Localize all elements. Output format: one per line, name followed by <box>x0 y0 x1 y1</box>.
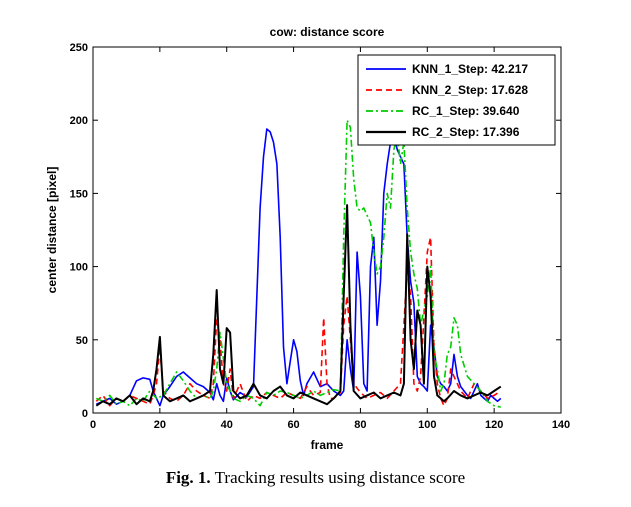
x-tick-label: 140 <box>552 419 570 431</box>
caption-text: Tracking results using distance score <box>210 468 466 487</box>
x-tick-label: 100 <box>418 419 436 431</box>
x-tick-label: 120 <box>485 419 503 431</box>
line-chart: cow: distance score 0 20 40 60 80 100 120 140 0 5… <box>45 25 571 452</box>
series-layer <box>95 119 502 408</box>
x-axis-label: frame <box>311 438 344 452</box>
series-line-2 <box>95 236 502 407</box>
caption-label: Fig. 1. <box>165 468 211 487</box>
legend-label-1: KNN_1_Step: 42.217 <box>412 62 528 76</box>
x-tick-label: 40 <box>221 419 233 431</box>
x-tick-label: 60 <box>287 419 299 431</box>
y-tick-label: 200 <box>70 115 88 127</box>
legend-label-2: KNN_2_Step: 17.628 <box>412 83 528 97</box>
y-tick-label: 0 <box>82 408 88 420</box>
series-line-1 <box>95 128 502 407</box>
axes-layer: 0 20 40 60 80 100 120 140 0 50 100 150 200 250 <box>70 42 571 431</box>
series-line-3 <box>95 119 501 408</box>
x-tick-label: 0 <box>90 419 96 431</box>
series-line-4 <box>95 204 502 407</box>
y-tick-label: 100 <box>70 262 88 274</box>
legend-label-3: RC_1_Step: 39.640 <box>412 104 520 118</box>
y-tick-label: 150 <box>70 188 88 200</box>
y-axis-label: center distance [pixel] <box>45 167 59 294</box>
figure-caption: Fig. 1. Tracking results using distance … <box>0 468 631 488</box>
y-tick-label: 250 <box>70 42 88 54</box>
x-tick-label: 80 <box>354 419 366 431</box>
legend-box <box>357 54 556 146</box>
plot-frame <box>92 46 562 414</box>
legend-label-4: RC_2_Step: 17.396 <box>412 125 520 139</box>
y-tick-label: 50 <box>76 335 88 347</box>
legend: KNN_1_Step: 42.217 KNN_2_Step: 17.628 RC_1… <box>357 54 556 146</box>
chart-title: cow: distance score <box>270 25 385 39</box>
x-tick-label: 20 <box>154 419 166 431</box>
